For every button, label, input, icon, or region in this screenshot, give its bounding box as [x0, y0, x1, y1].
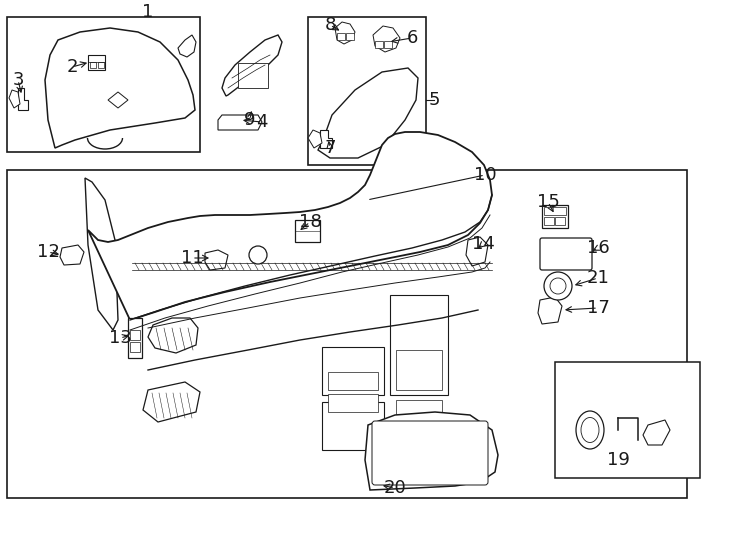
Polygon shape [643, 420, 670, 445]
Bar [322, 402, 384, 450]
Bar [555, 217, 565, 225]
Polygon shape [143, 382, 200, 422]
Bar [566, 243, 586, 265]
Polygon shape [222, 35, 282, 96]
Bar [322, 347, 384, 395]
Bar [98, 62, 104, 68]
Bar [130, 330, 140, 340]
Polygon shape [60, 245, 84, 265]
FancyBboxPatch shape [372, 421, 488, 485]
Text: 5: 5 [428, 91, 440, 109]
Bar [390, 295, 448, 395]
Text: 21: 21 [586, 269, 609, 287]
Bar [90, 62, 96, 68]
Polygon shape [108, 92, 128, 108]
Polygon shape [9, 90, 20, 108]
Polygon shape [18, 88, 28, 110]
Polygon shape [218, 115, 262, 130]
Ellipse shape [581, 417, 599, 442]
Bar [396, 350, 442, 390]
Polygon shape [148, 318, 198, 353]
Polygon shape [178, 35, 196, 57]
Text: 17: 17 [586, 299, 609, 317]
Text: 6: 6 [407, 29, 418, 47]
Bar [328, 394, 378, 412]
Bar [544, 243, 564, 265]
Circle shape [550, 278, 566, 294]
Polygon shape [335, 22, 355, 44]
Bar [544, 217, 554, 225]
Polygon shape [88, 132, 492, 320]
Bar [555, 362, 700, 478]
Polygon shape [205, 250, 228, 270]
Bar [542, 205, 568, 228]
Text: 13: 13 [109, 329, 131, 347]
Text: 8: 8 [324, 16, 335, 34]
Text: 19: 19 [606, 451, 630, 469]
Circle shape [544, 272, 572, 300]
Polygon shape [308, 130, 322, 148]
Text: 3: 3 [12, 71, 23, 89]
Ellipse shape [576, 411, 604, 449]
Bar [308, 17, 426, 165]
Text: 18: 18 [299, 213, 321, 231]
Polygon shape [466, 237, 488, 266]
Polygon shape [365, 412, 498, 490]
Bar [7, 170, 687, 498]
Bar [128, 318, 142, 358]
Text: 15: 15 [537, 193, 559, 211]
Text: 10: 10 [473, 166, 496, 184]
Polygon shape [318, 68, 418, 158]
Bar [384, 41, 392, 48]
Polygon shape [320, 130, 332, 148]
Bar [130, 342, 140, 352]
Text: 11: 11 [181, 249, 203, 267]
Bar [375, 41, 383, 48]
Bar [328, 372, 378, 390]
Text: 16: 16 [586, 239, 609, 257]
Text: 4: 4 [256, 113, 268, 131]
Polygon shape [373, 26, 400, 52]
Text: 1: 1 [142, 3, 153, 21]
Text: 12: 12 [37, 243, 59, 261]
Text: 2: 2 [66, 58, 78, 76]
FancyBboxPatch shape [540, 238, 592, 270]
Bar [396, 400, 442, 435]
Polygon shape [45, 28, 195, 148]
Polygon shape [88, 55, 105, 70]
Bar [544, 207, 566, 215]
Bar [238, 63, 268, 88]
Polygon shape [85, 178, 118, 330]
Text: 7: 7 [324, 139, 335, 157]
Bar [337, 33, 345, 40]
Circle shape [249, 246, 267, 264]
Text: 14: 14 [471, 235, 495, 253]
Text: 20: 20 [384, 479, 407, 497]
Bar [295, 220, 320, 242]
Text: 9: 9 [244, 111, 255, 129]
Bar [7, 17, 200, 152]
Polygon shape [538, 297, 562, 324]
Bar [346, 33, 354, 40]
